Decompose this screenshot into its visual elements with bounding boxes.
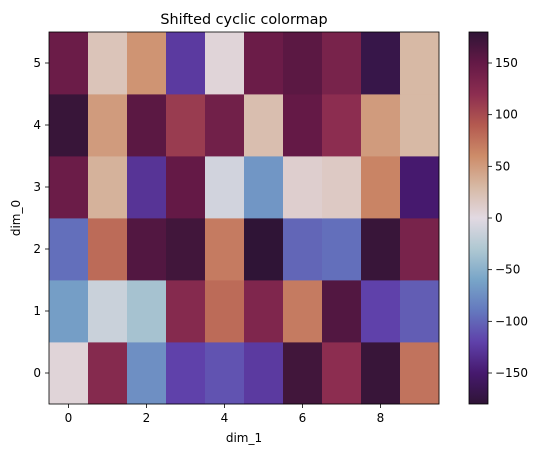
colorbar-tick-label: 0	[495, 211, 503, 225]
heatmap-cell	[361, 342, 401, 405]
heatmap-cell	[88, 280, 128, 343]
heatmap-cell	[400, 32, 440, 95]
heatmap-cell	[322, 218, 362, 281]
colorbar-ticks: −150 −100 −50 0 50 100 150	[488, 56, 528, 380]
heatmap-cell	[400, 94, 440, 157]
heatmap-cell	[361, 156, 401, 219]
x-axis: 0 2 4 6 8	[65, 404, 385, 425]
heatmap-cell	[88, 32, 128, 95]
heatmap-cell	[322, 156, 362, 219]
plot-frame	[48, 31, 440, 405]
heatmap-cell	[322, 342, 362, 405]
heatmap-cell	[400, 218, 440, 281]
y-tick-label: 5	[33, 56, 41, 70]
heatmap-cell	[127, 156, 167, 219]
heatmap-cell	[205, 342, 245, 405]
heatmap-cell	[283, 156, 323, 219]
heatmap-cell	[127, 32, 167, 95]
colorbar-tick-label: −100	[495, 314, 528, 328]
y-tick-label: 1	[33, 304, 41, 318]
heatmap-cell	[166, 218, 206, 281]
heatmap-cell	[166, 94, 206, 157]
heatmap-cell	[205, 280, 245, 343]
heatmap-cell	[166, 280, 206, 343]
heatmap-cell	[361, 94, 401, 157]
heatmap-cell	[127, 280, 167, 343]
heatmap-cell	[322, 32, 362, 95]
heatmap-cell	[244, 280, 284, 343]
x-tick-label: 0	[65, 411, 73, 425]
colorbar	[468, 31, 489, 405]
y-axis-label: dim_0	[9, 200, 23, 236]
heatmap-cell	[49, 94, 89, 157]
y-tick-label: 2	[33, 242, 41, 256]
heatmap-cell	[49, 156, 89, 219]
heatmap-cell	[88, 94, 128, 157]
heatmap-cell	[400, 280, 440, 343]
heatmap-cell	[244, 156, 284, 219]
x-tick-label: 6	[299, 411, 307, 425]
colorbar-tick-label: 50	[495, 159, 510, 173]
y-tick-label: 4	[33, 118, 41, 132]
heatmap-cell	[127, 218, 167, 281]
heatmap-cell	[88, 156, 128, 219]
heatmap-cell	[322, 280, 362, 343]
heatmap-cell	[49, 32, 89, 95]
heatmap-cell	[283, 280, 323, 343]
heatmap-cell	[205, 156, 245, 219]
y-tick-label: 3	[33, 180, 41, 194]
heatmap-cell	[244, 32, 284, 95]
heatmap-cell	[205, 218, 245, 281]
colorbar-tick-label: 150	[495, 56, 518, 70]
heatmap-cell	[205, 32, 245, 95]
colorbar-tick-label: −50	[495, 263, 520, 277]
heatmap-cell	[166, 156, 206, 219]
heatmap-cell	[283, 218, 323, 281]
heatmap-cell	[127, 94, 167, 157]
x-tick-label: 2	[143, 411, 151, 425]
heatmap-cell	[361, 32, 401, 95]
chart-title: Shifted cyclic colormap	[160, 12, 327, 28]
heatmap-cell	[400, 156, 440, 219]
heatmap-cell	[283, 342, 323, 405]
x-tick-label: 4	[221, 411, 229, 425]
x-axis-label: dim_1	[226, 431, 262, 445]
heatmap-cell	[88, 342, 128, 405]
heatmap-cell	[166, 32, 206, 95]
heatmap-cell	[400, 342, 440, 405]
y-axis: 0 1 2 3 4 5	[33, 56, 49, 380]
x-tick-label: 8	[377, 411, 385, 425]
heatmap-cell	[127, 342, 167, 405]
heatmap-cell	[361, 280, 401, 343]
heatmap-cell	[244, 342, 284, 405]
y-tick-label: 0	[33, 366, 41, 380]
heatmap-cell	[244, 94, 284, 157]
heatmap-cell	[283, 32, 323, 95]
heatmap-cells	[49, 32, 440, 405]
colorbar-tick-label: −150	[495, 366, 528, 380]
heatmap-cell	[49, 342, 89, 405]
heatmap-cell	[361, 218, 401, 281]
colorbar-tick-label: 100	[495, 108, 518, 122]
heatmap-cell	[205, 94, 245, 157]
heatmap-cell	[49, 218, 89, 281]
heatmap-cell	[244, 218, 284, 281]
heatmap-cell	[322, 94, 362, 157]
heatmap-cell	[88, 218, 128, 281]
heatmap-cell	[49, 280, 89, 343]
heatmap-cell	[166, 342, 206, 405]
heatmap-cell	[283, 94, 323, 157]
